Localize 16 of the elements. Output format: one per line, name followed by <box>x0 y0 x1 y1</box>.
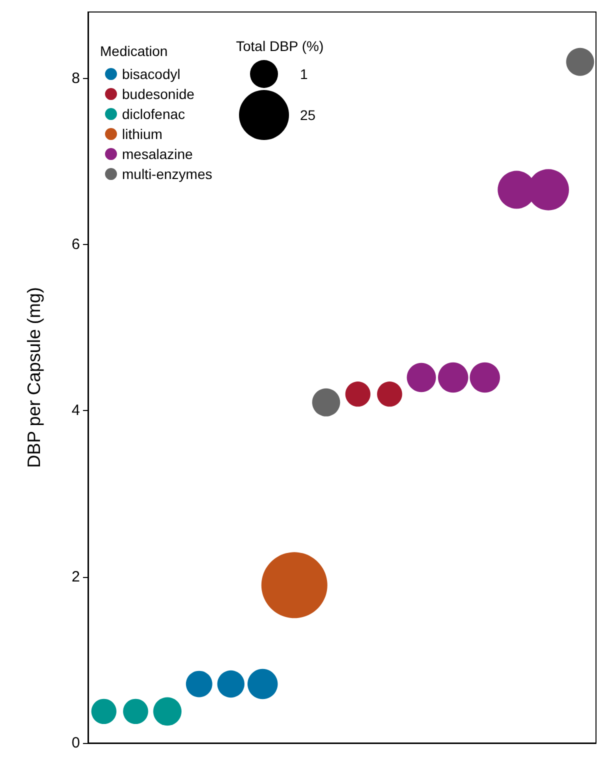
y-tick-label: 8 <box>72 70 80 87</box>
legend-label: mesalazine <box>122 146 194 162</box>
annotation: 25 <box>300 107 316 123</box>
y-tick-label: 2 <box>72 568 80 586</box>
y-tick-label: 0 <box>72 734 80 752</box>
annotation: 1 <box>300 66 308 82</box>
legend-label: lithium <box>122 126 162 142</box>
y-axis-title: DBP per Capsule (mg) <box>24 287 44 468</box>
legend-label: budesonide <box>122 86 195 102</box>
y-tick-label: 6 <box>72 236 80 254</box>
legend-title: Medication <box>100 43 168 59</box>
legend-label: multi-enzymes <box>122 166 212 182</box>
legend-label: diclofenac <box>122 106 186 122</box>
annotation: Total DBP (%) <box>236 38 324 54</box>
legend-label: bisacodyl <box>122 66 180 82</box>
y-tick-label: 4 <box>72 402 80 420</box>
